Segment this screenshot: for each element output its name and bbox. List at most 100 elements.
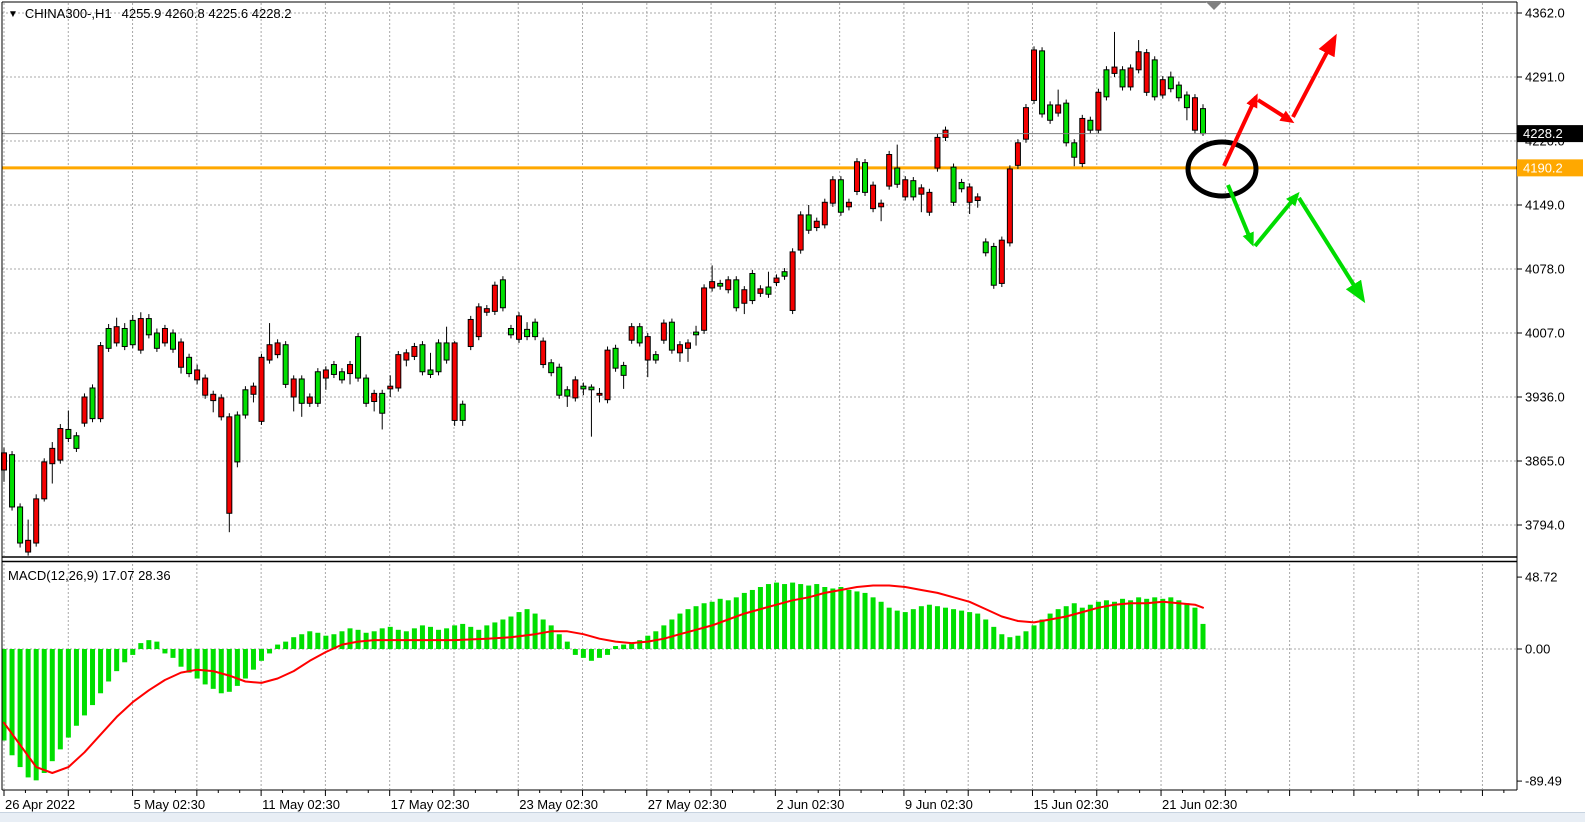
bear-candle [926, 191, 933, 213]
bear-candle [322, 369, 329, 379]
bull-candle [507, 327, 514, 336]
macd-bar [540, 619, 546, 649]
bull-candle [330, 364, 337, 375]
bull-candle [805, 214, 812, 231]
bull-candle [652, 354, 659, 361]
macd-bar [1007, 637, 1013, 649]
bull-candle [717, 282, 724, 287]
macd-bar [1192, 607, 1198, 649]
bear-candle [853, 161, 860, 192]
bear-candle [572, 379, 579, 399]
chart-title-overlay: ▼ CHINA300-,H1 4255.9 4260.8 4225.6 4228.2 [8, 6, 292, 21]
bear-candle [194, 369, 201, 381]
candles-layer [1, 31, 1207, 556]
bear-candle [1191, 97, 1198, 131]
bull-candle [693, 331, 700, 336]
bear-candle [57, 428, 64, 461]
bearish-scenario-arrows[interactable] [1226, 184, 1366, 304]
price-tick-label: 3794.0 [1525, 517, 1565, 532]
macd-bar [315, 632, 321, 649]
bull-candle [1071, 142, 1078, 158]
macd-bar [902, 612, 908, 649]
bear-candle [918, 187, 925, 195]
bear-candle [902, 179, 909, 198]
macd-bar [452, 625, 458, 649]
bear-candle [49, 447, 56, 465]
price-tick-label: 4362.0 [1525, 6, 1565, 21]
bear-candle [813, 220, 820, 229]
bear-candle [878, 202, 885, 208]
macd-bar [138, 643, 144, 649]
time-axis: 26 Apr 2022 5 May 02:30 11 May 02:30 17 May… [3, 790, 1505, 812]
macd-bar [862, 592, 868, 649]
macd-bar [468, 626, 474, 649]
bear-candle [483, 308, 490, 313]
bullish-scenario-arrows[interactable] [1222, 33, 1337, 167]
macd-bar [347, 628, 353, 649]
macd-bar [516, 612, 522, 649]
macd-bar [1047, 613, 1053, 649]
breakout-ellipse-annotation[interactable] [1185, 139, 1259, 199]
bear-candle [725, 279, 732, 291]
bull-candle [435, 342, 442, 373]
bull-candle [1200, 108, 1207, 135]
macd-bar [806, 585, 812, 649]
bear-candle [628, 326, 635, 341]
macd-bar [218, 649, 224, 694]
bear-candle [306, 396, 313, 404]
macd-bar [226, 649, 232, 692]
macd-bar [838, 587, 844, 649]
macd-bar [299, 634, 305, 649]
bear-candle [161, 327, 168, 344]
scroll-position-marker[interactable] [1206, 2, 1222, 10]
symbol-period-label: CHINA300-,H1 [24, 6, 112, 21]
bear-candle [258, 356, 265, 422]
bull-candle [499, 279, 506, 309]
macd-bar [741, 592, 747, 649]
bear-candle [387, 385, 394, 390]
bear-candle [1022, 107, 1029, 140]
date-tick-label: 11 May 02:30 [262, 797, 340, 812]
bear-candle [451, 342, 458, 421]
bear-candle [81, 396, 88, 424]
bull-candle [668, 321, 675, 351]
macd-bar [790, 582, 796, 649]
bear-candle [290, 378, 297, 398]
macd-bar [846, 589, 852, 649]
bear-candle [1159, 79, 1166, 96]
bull-candle [781, 271, 788, 277]
macd-bar [1079, 607, 1085, 649]
bull-candle [65, 428, 72, 439]
price-tick-label: 3936.0 [1525, 389, 1565, 404]
macd-bar [65, 649, 71, 738]
symbol-dropdown-icon[interactable]: ▼ [8, 9, 18, 20]
bull-candle [282, 344, 289, 385]
macd-bar [701, 603, 707, 649]
macd-bar [114, 649, 120, 672]
date-tick-label: 23 May 02:30 [519, 797, 598, 812]
bull-candle [620, 364, 627, 376]
macd-bar [25, 649, 31, 778]
macd-bar [677, 613, 683, 649]
bear-candle [25, 539, 32, 553]
bear-candle [966, 186, 973, 203]
macd-bar [749, 589, 755, 649]
macd-bar [572, 649, 578, 655]
bear-candle [886, 154, 893, 187]
bull-candle [153, 332, 160, 349]
macd-bar [210, 649, 216, 689]
panel-splitter[interactable] [2, 556, 1517, 563]
macd-bar [830, 588, 836, 649]
date-tick-label: 26 Apr 2022 [5, 797, 75, 812]
bear-candle [411, 346, 418, 357]
bull-candle [894, 167, 901, 185]
macd-bar [154, 641, 160, 649]
macd-bar [798, 584, 804, 649]
macd-bar [275, 644, 281, 649]
macd-bar [98, 649, 104, 694]
macd-bar [814, 584, 820, 649]
bear-candle [178, 341, 185, 368]
bull-candle [636, 326, 643, 344]
